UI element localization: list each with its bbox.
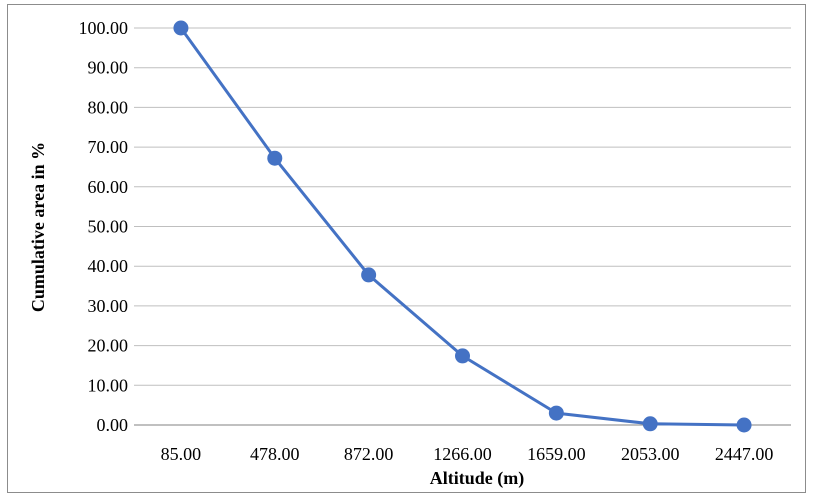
data-point <box>267 150 283 166</box>
data-point <box>548 405 564 421</box>
y-tick-label: 90.00 <box>88 58 129 78</box>
y-tick-label: 30.00 <box>88 296 129 316</box>
y-tick-label: 80.00 <box>88 97 129 117</box>
x-axis-title: Altitude (m) <box>430 468 524 489</box>
y-tick-label: 10.00 <box>88 375 129 395</box>
data-point <box>173 20 189 36</box>
y-tick-label: 50.00 <box>88 217 129 237</box>
data-point <box>642 416 658 432</box>
x-tick-label: 2447.00 <box>715 444 774 464</box>
y-axis-title: Cumulative area in % <box>28 142 48 312</box>
data-point <box>736 417 752 433</box>
y-tick-label: 100.00 <box>79 18 129 38</box>
chart-frame <box>7 4 806 493</box>
x-tick-label: 872.00 <box>344 444 394 464</box>
x-tick-label: 2053.00 <box>621 444 680 464</box>
y-tick-label: 60.00 <box>88 177 129 197</box>
x-tick-label: 85.00 <box>161 444 202 464</box>
series-layer <box>173 20 752 433</box>
data-point <box>455 348 470 364</box>
y-tick-label: 40.00 <box>88 256 129 276</box>
x-tick-label: 478.00 <box>250 444 300 464</box>
x-tick-label: 1266.00 <box>433 444 492 464</box>
x-tick-label: 1659.00 <box>527 444 586 464</box>
y-tick-label: 70.00 <box>88 137 129 157</box>
y-axis-ticks: 0.00 10.00 20.00 30.00 40.00 50.00 60.00 70.00 8… <box>79 18 129 435</box>
data-point <box>361 267 377 283</box>
x-axis-ticks: 85.00 478.00 872.00 1266.00 1659.00 2053.00 24… <box>161 444 774 464</box>
gridlines <box>134 27 791 426</box>
y-tick-label: 0.00 <box>97 415 129 435</box>
y-tick-label: 20.00 <box>88 336 129 356</box>
